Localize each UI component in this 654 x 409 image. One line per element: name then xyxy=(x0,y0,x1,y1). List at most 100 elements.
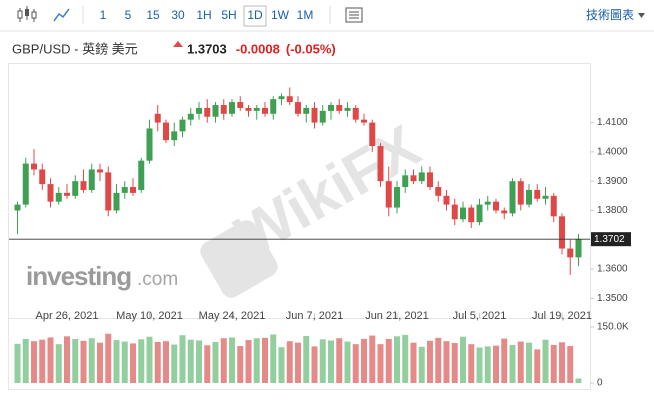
candle-body xyxy=(130,187,136,193)
x-tick-label: Jul 5, 2021 xyxy=(453,310,507,322)
volume-bar xyxy=(336,338,343,383)
candle-body xyxy=(501,210,508,214)
candle-body xyxy=(377,146,384,182)
candle-body xyxy=(460,207,466,220)
y-tick-label: 1.4000 xyxy=(597,147,628,158)
volume-bar xyxy=(542,339,549,383)
x-tick-label: Apr 26, 2021 xyxy=(36,310,99,322)
candle-body xyxy=(286,96,293,103)
candle-body xyxy=(204,107,211,117)
volume-bar xyxy=(328,340,334,383)
x-tick-label: Jul 19, 2021 xyxy=(532,310,592,322)
interval-button[interactable]: 1 xyxy=(100,8,107,22)
candle-body xyxy=(534,189,541,199)
volume-bar xyxy=(443,341,450,383)
x-tick-label: May 24, 2021 xyxy=(199,310,266,322)
volume-bar xyxy=(295,342,301,383)
last-price-box xyxy=(591,232,631,247)
volume-bar xyxy=(352,344,359,383)
symbol: GBP/USD - 英鎊 美元 xyxy=(12,41,138,56)
volume-bar xyxy=(55,344,62,383)
volume-bar xyxy=(567,346,574,383)
y-tick-label: 1.3900 xyxy=(597,176,628,187)
volume-bar xyxy=(105,333,112,383)
volume-bar xyxy=(130,343,136,383)
candle-body xyxy=(336,105,343,111)
interval-button[interactable]: 1W xyxy=(271,8,290,22)
volume-bar xyxy=(427,340,433,383)
candle-body xyxy=(163,122,169,141)
y-tick-label: 1.3600 xyxy=(597,264,628,275)
volume-bar xyxy=(31,341,37,383)
volume-bar xyxy=(369,335,376,383)
candle-body xyxy=(427,172,433,188)
technical-chart-link[interactable]: 技術圖表 xyxy=(586,8,634,22)
candle-body xyxy=(105,172,112,211)
volume-bar xyxy=(154,341,161,383)
candle-body xyxy=(542,195,549,199)
candle-body xyxy=(154,113,161,123)
volume-bar xyxy=(377,344,384,383)
candle-body xyxy=(476,204,483,223)
candle-body xyxy=(229,102,235,114)
candle-body xyxy=(451,204,458,220)
volume-bar xyxy=(559,342,565,383)
logo-main: investing xyxy=(26,261,131,291)
volume-bar xyxy=(278,347,285,383)
volume-bar xyxy=(204,345,211,383)
volume-bar xyxy=(171,344,178,383)
volume-bar xyxy=(113,340,120,383)
dropdown-arrow[interactable] xyxy=(638,13,645,18)
line-icon[interactable] xyxy=(53,8,70,22)
candle-body xyxy=(303,107,310,114)
volume-bar xyxy=(179,335,186,383)
candle-icon[interactable] xyxy=(17,6,37,22)
volume-bar xyxy=(435,337,442,383)
volume-bar xyxy=(47,337,54,383)
volume-bar xyxy=(344,341,351,383)
candle-body xyxy=(88,169,95,190)
volume-bar xyxy=(319,339,326,383)
interval-button[interactable]: 1H xyxy=(196,8,211,22)
volume-bar xyxy=(262,337,268,383)
interval-button[interactable]: 1D xyxy=(247,8,263,22)
chart-settings-icon[interactable] xyxy=(345,7,363,23)
candle-body xyxy=(121,187,128,193)
volume-bar xyxy=(72,338,79,383)
candle-body xyxy=(64,192,70,196)
volume-bar xyxy=(303,335,310,383)
toolbar: 技術圖表 xyxy=(17,6,645,24)
interval-button[interactable]: 15 xyxy=(146,8,160,22)
arrow-icon xyxy=(173,41,183,47)
volume-bar xyxy=(394,336,400,383)
candle-body xyxy=(146,128,153,161)
volume-bar xyxy=(22,338,29,383)
volume-bar xyxy=(361,338,367,383)
interval-button[interactable]: 1M xyxy=(297,8,314,22)
candle-body xyxy=(567,248,574,258)
interval-button[interactable]: 5H xyxy=(221,8,236,22)
candle-body xyxy=(80,181,87,190)
interval-button[interactable]: 30 xyxy=(171,8,185,22)
candle-body xyxy=(113,192,120,211)
volume-bar xyxy=(237,346,244,383)
volume-bar xyxy=(146,336,153,383)
y2-tick-label: 0 xyxy=(597,378,603,389)
volume-bar xyxy=(509,344,516,383)
volume-bar xyxy=(64,336,70,383)
candle-body xyxy=(196,107,202,114)
interval-button[interactable]: 5 xyxy=(125,8,132,22)
volume-bar xyxy=(402,334,409,383)
plot xyxy=(14,87,582,383)
candle-body xyxy=(14,204,21,211)
candle-body xyxy=(97,169,103,173)
volume-bar xyxy=(451,343,458,383)
candle-body xyxy=(311,107,318,123)
candle-body xyxy=(493,201,499,211)
volume-bar xyxy=(212,341,219,383)
candle-body xyxy=(361,119,367,123)
selected-interval-box xyxy=(243,5,267,27)
volume-bar xyxy=(196,340,202,383)
candle-body xyxy=(220,105,227,114)
